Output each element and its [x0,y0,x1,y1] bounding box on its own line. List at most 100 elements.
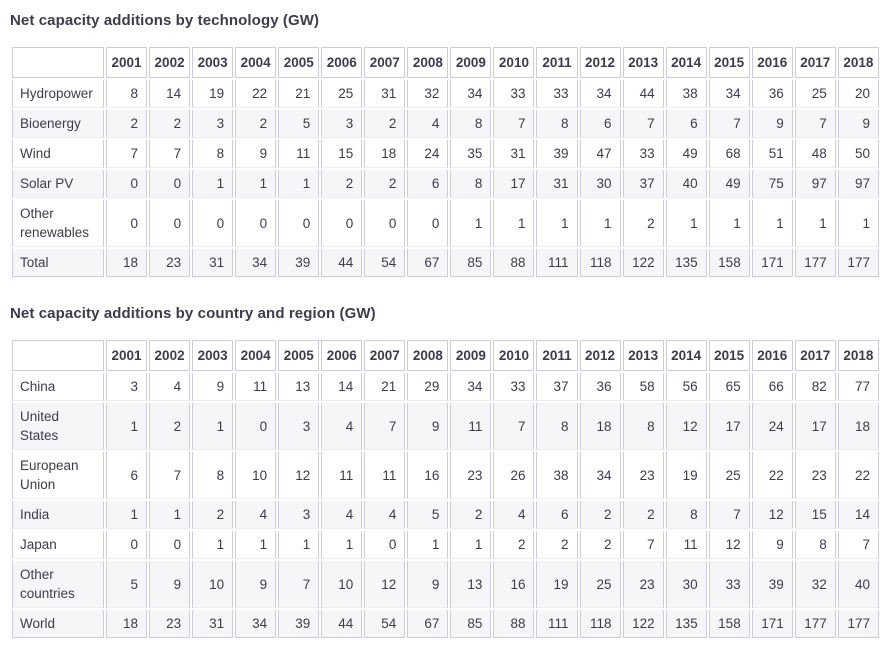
value-cell: 1 [751,200,793,247]
value-cell: 23 [622,452,664,499]
value-cell: 9 [149,561,191,608]
year-header: 2014 [665,47,707,78]
value-cell: 1 [278,531,320,559]
table-row: China 3 4 9 11 13 14 21 29 34 33 37 36 58 56 65 66 82 77 [12,373,879,401]
value-cell: 58 [622,373,664,401]
value-cell: 0 [106,170,148,198]
value-cell: 66 [751,373,793,401]
year-header: 2012 [579,47,621,78]
table-row: Solar PV 0 0 1 1 1 2 2 6 8 17 31 30 37 40 49 75 97 97 [12,170,879,198]
value-cell: 0 [407,200,449,247]
value-cell: 31 [192,610,234,638]
value-cell: 1 [450,531,492,559]
year-header: 2014 [665,340,707,371]
value-cell: 77 [837,373,879,401]
value-cell: 5 [106,561,148,608]
value-cell: 17 [708,403,750,450]
technology-table-title: Net capacity additions by technology (GW… [10,12,320,29]
value-cell: 0 [149,531,191,559]
value-cell: 24 [407,140,449,168]
value-cell: 4 [364,501,406,529]
value-cell: 44 [321,610,363,638]
value-cell: 97 [794,170,836,198]
value-cell: 3 [278,501,320,529]
value-cell: 11 [235,373,277,401]
value-cell: 7 [622,531,664,559]
value-cell: 16 [493,561,535,608]
value-cell: 118 [579,249,621,277]
value-cell: 34 [579,80,621,108]
value-cell: 15 [321,140,363,168]
value-cell: 0 [364,531,406,559]
value-cell: 7 [708,110,750,138]
value-cell: 8 [192,140,234,168]
row-label: Japan [12,531,104,559]
value-cell: 21 [364,373,406,401]
year-header: 2007 [364,47,406,78]
value-cell: 85 [450,249,492,277]
value-cell: 14 [837,501,879,529]
value-cell: 23 [794,452,836,499]
row-label: India [12,501,104,529]
value-cell: 8 [106,80,148,108]
value-cell: 44 [622,80,664,108]
table-row: Bioenergy 2 2 3 2 5 3 2 4 8 7 8 6 7 6 7 9 7 9 [12,110,879,138]
value-cell: 85 [450,610,492,638]
value-cell: 4 [321,501,363,529]
year-header: 2015 [708,340,750,371]
value-cell: 0 [235,200,277,247]
value-cell: 22 [751,452,793,499]
value-cell: 34 [235,249,277,277]
value-cell: 24 [751,403,793,450]
value-cell: 11 [450,403,492,450]
value-cell: 25 [794,80,836,108]
value-cell: 39 [278,610,320,638]
technology-table: 2001 2002 2003 2004 2005 2006 2007 2008 2009 2010… [10,45,881,279]
value-cell: 11 [665,531,707,559]
value-cell: 1 [536,200,578,247]
value-cell: 2 [450,501,492,529]
value-cell: 7 [794,110,836,138]
value-cell: 171 [751,249,793,277]
corner-cell [12,340,104,371]
value-cell: 2 [364,110,406,138]
value-cell: 40 [837,561,879,608]
value-cell: 1 [235,170,277,198]
value-cell: 39 [536,140,578,168]
value-cell: 68 [708,140,750,168]
value-cell: 2 [622,501,664,529]
year-header: 2009 [450,340,492,371]
value-cell: 23 [149,249,191,277]
value-cell: 36 [751,80,793,108]
value-cell: 1 [192,403,234,450]
row-label: United States [12,403,104,450]
row-label: Bioenergy [12,110,104,138]
value-cell: 2 [192,501,234,529]
value-cell: 1 [794,200,836,247]
value-cell: 171 [751,610,793,638]
value-cell: 4 [493,501,535,529]
value-cell: 1 [192,531,234,559]
value-cell: 0 [106,200,148,247]
year-header: 2004 [235,340,277,371]
value-cell: 8 [450,170,492,198]
value-cell: 30 [579,170,621,198]
row-label: European Union [12,452,104,499]
value-cell: 13 [278,373,320,401]
value-cell: 11 [278,140,320,168]
value-cell: 135 [665,610,707,638]
year-header: 2002 [149,340,191,371]
value-cell: 7 [149,140,191,168]
value-cell: 17 [794,403,836,450]
value-cell: 10 [192,561,234,608]
value-cell: 8 [536,403,578,450]
value-cell: 19 [192,80,234,108]
value-cell: 49 [708,170,750,198]
value-cell: 9 [751,531,793,559]
value-cell: 7 [149,452,191,499]
row-label: Hydropower [12,80,104,108]
value-cell: 2 [235,110,277,138]
value-cell: 111 [536,249,578,277]
value-cell: 19 [665,452,707,499]
value-cell: 1 [708,200,750,247]
